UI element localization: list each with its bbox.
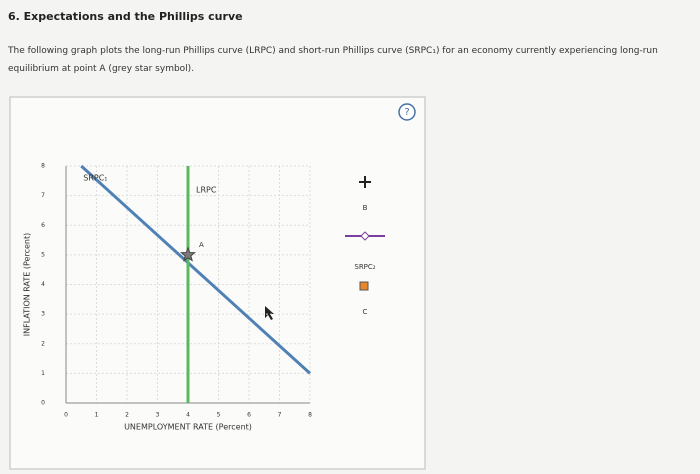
y-tick-label: 4 <box>41 281 45 288</box>
series-line <box>80 164 312 375</box>
series-label: SRPC₁ <box>83 174 107 183</box>
x-tick-label: 0 <box>64 412 68 419</box>
tool-srpc2-handle[interactable] <box>360 231 370 241</box>
series-label: LRPC <box>196 186 217 195</box>
x-tick-label: 1 <box>95 412 99 419</box>
help-icon[interactable]: ? <box>404 107 409 118</box>
x-tick-label: 2 <box>125 412 129 419</box>
question-text: The following graph plots the long-run P… <box>8 46 658 74</box>
y-tick-label: 3 <box>41 311 45 318</box>
x-tick-label: 4 <box>186 412 190 419</box>
y-tick-label: 5 <box>41 251 45 258</box>
y-tick-label: 7 <box>41 192 45 199</box>
y-tick-label: 2 <box>41 340 45 347</box>
mouse-cursor <box>265 306 274 320</box>
x-tick-label: 3 <box>156 412 160 419</box>
x-tick-label: 7 <box>278 412 282 419</box>
y-axis-label: INFLATION RATE (Percent) <box>23 233 32 336</box>
x-tick-label: 8 <box>308 412 312 419</box>
y-tick-label: 1 <box>41 370 45 377</box>
tool-c-icon[interactable] <box>359 281 369 291</box>
x-tick-label: 5 <box>217 412 221 419</box>
y-tick-label: 0 <box>41 400 45 407</box>
tool-label[interactable]: SRPC₂ <box>354 263 375 271</box>
x-tick-label: 6 <box>247 412 251 419</box>
question-title: 6. Expectations and the Phillips curve <box>8 10 243 23</box>
y-tick-label: 8 <box>41 163 45 170</box>
graph-frame <box>9 96 426 470</box>
x-axis-label: UNEMPLOYMENT RATE (Percent) <box>124 423 252 432</box>
point-label: A <box>199 241 204 249</box>
tool-label[interactable]: C <box>363 308 368 316</box>
tool-b-icon[interactable] <box>359 176 371 188</box>
help-button[interactable] <box>398 103 416 121</box>
point-a <box>180 246 196 262</box>
y-tick-label: 6 <box>41 222 45 229</box>
tool-label[interactable]: B <box>363 204 368 212</box>
